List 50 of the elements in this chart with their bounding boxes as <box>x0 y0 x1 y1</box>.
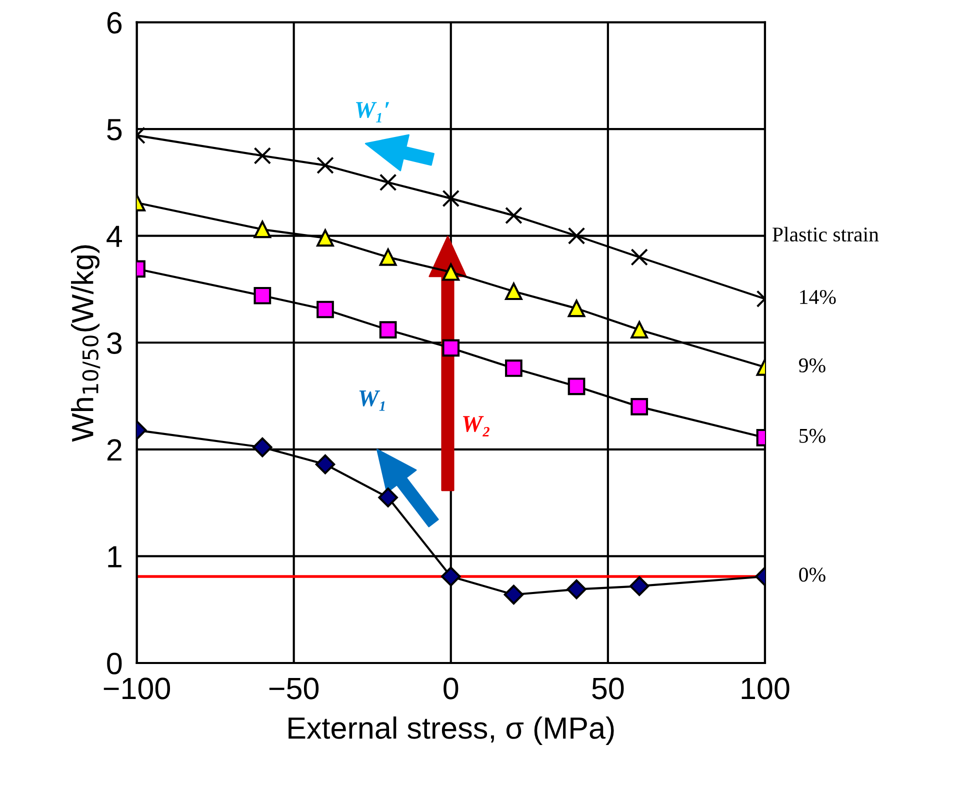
point <box>630 398 648 416</box>
annotation: W₁ <box>359 390 385 411</box>
point <box>505 282 522 300</box>
point <box>568 227 586 244</box>
point <box>442 339 460 357</box>
series-label: 9% <box>798 358 826 372</box>
point <box>379 321 397 338</box>
y-tick-label: 5 <box>107 119 122 140</box>
series-label: 14% <box>800 290 836 304</box>
point <box>379 248 397 266</box>
y-tick-label: 1 <box>108 546 122 568</box>
point <box>379 174 397 192</box>
point <box>629 576 650 596</box>
point <box>316 300 334 318</box>
series-label: 0% <box>799 568 826 582</box>
point <box>442 263 460 281</box>
point <box>568 300 586 318</box>
point <box>566 579 586 600</box>
y-tick-label: 3 <box>107 332 122 354</box>
y-tick-label: 2 <box>107 439 122 460</box>
point <box>504 584 524 605</box>
point <box>630 321 648 338</box>
annotation: W₁′ <box>356 102 390 122</box>
x-tick-label: 50 <box>592 678 624 700</box>
y-tick-label: 0 <box>107 652 122 674</box>
point <box>254 147 272 164</box>
point <box>630 248 648 266</box>
y-tick-label: 6 <box>107 12 122 34</box>
y-tick-label: 4 <box>106 226 122 247</box>
y-axis-title: Wh$_{10/50}$(W/kg) <box>71 245 100 442</box>
annotation: W₂ <box>463 416 490 436</box>
series-label: 5% <box>800 428 826 443</box>
point <box>378 488 398 508</box>
point <box>442 190 460 208</box>
point <box>316 229 334 247</box>
x-axis-title: External stress, σ (MPa) <box>288 716 614 745</box>
point <box>568 378 586 396</box>
point <box>505 360 522 377</box>
point <box>441 566 461 586</box>
point <box>315 454 336 474</box>
point <box>505 206 522 224</box>
x-tick-label: 0 <box>444 678 458 700</box>
point <box>252 437 272 458</box>
x-tick-label: −100 <box>104 678 170 700</box>
point <box>254 220 272 238</box>
x-tick-label: −50 <box>269 678 319 700</box>
legend-title: Plastic strain <box>772 226 879 242</box>
point <box>316 156 334 174</box>
point <box>254 286 272 304</box>
x-tick-label: 100 <box>742 678 790 700</box>
